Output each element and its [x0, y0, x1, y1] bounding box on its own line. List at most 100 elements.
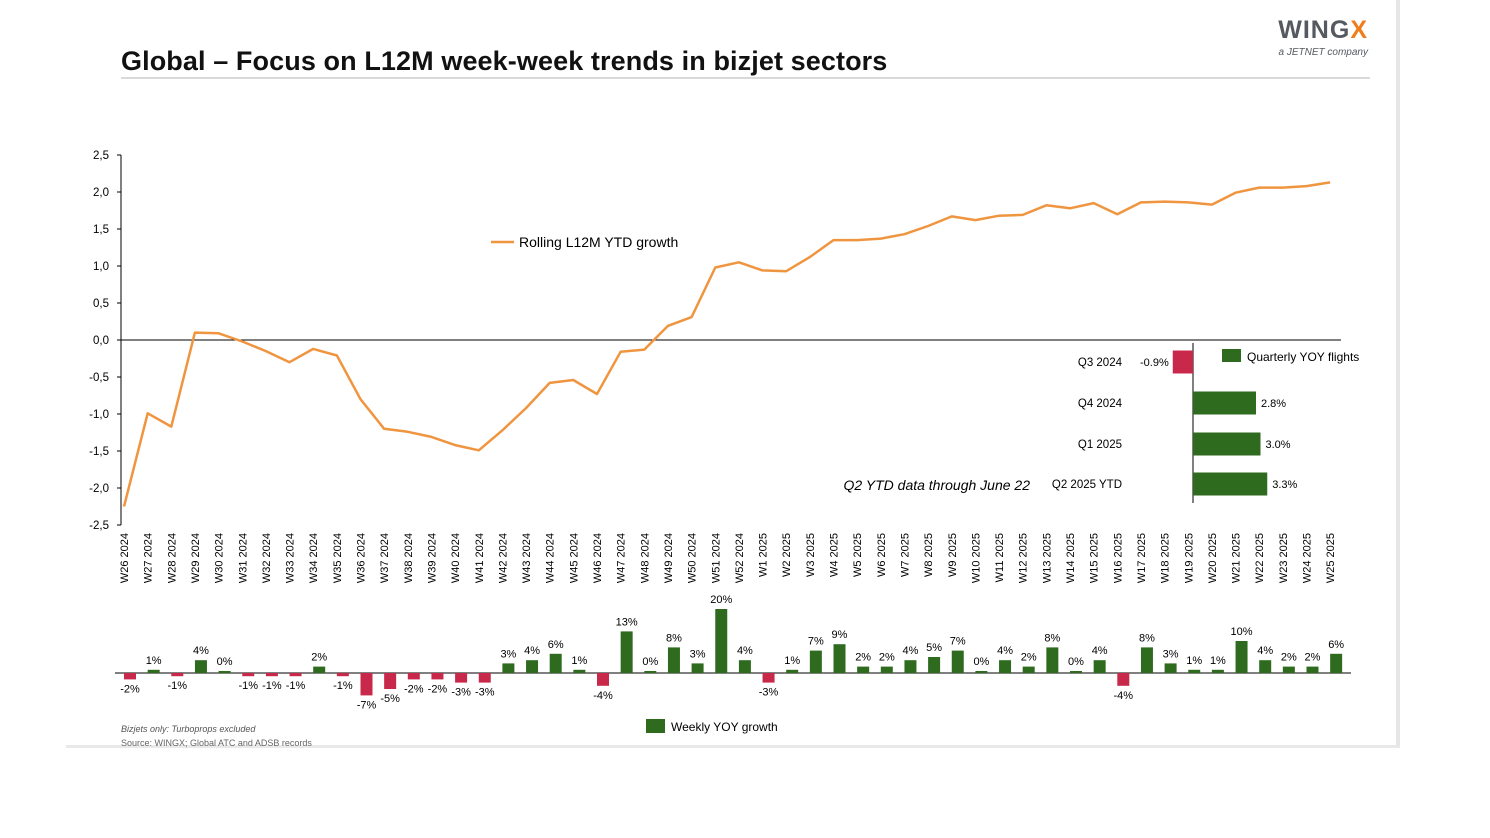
- weekly-bar-label: 13%: [616, 616, 638, 628]
- x-tick-label: W25 2025: [1325, 533, 1337, 583]
- weekly-bar: [691, 663, 704, 673]
- weekly-bar: [644, 671, 657, 673]
- y-tick-label: -2,0: [89, 483, 109, 495]
- weekly-bar: [124, 673, 136, 680]
- quarterly-category-label: Q4 2024: [1078, 398, 1123, 410]
- weekly-bar-label: -7%: [357, 699, 377, 711]
- x-tick-label: W7 2025: [899, 533, 911, 577]
- weekly-bar: [384, 673, 397, 689]
- x-tick-label: W2 2025: [781, 533, 793, 577]
- series-line-rolling-growth: [122, 181, 1331, 507]
- weekly-bar: [171, 673, 184, 677]
- weekly-bar-label: 2%: [1281, 652, 1297, 664]
- weekly-bar: [1188, 669, 1201, 673]
- x-tick-label: W26 2024: [119, 533, 131, 583]
- y-tick-label: 1,0: [93, 261, 109, 273]
- weekly-bar-label: 0%: [217, 656, 233, 668]
- quarterly-category-label: Q1 2025: [1078, 439, 1122, 451]
- weekly-bar-label: 1%: [1186, 655, 1202, 667]
- weekly-bar-label: -3%: [475, 687, 495, 699]
- legend-label-quarterly: Quarterly YOY flights: [1247, 350, 1359, 364]
- y-tick-label: 1,5: [93, 224, 109, 236]
- x-tick-label: W19 2025: [1183, 533, 1195, 583]
- x-tick-label: W13 2025: [1041, 533, 1053, 583]
- quarterly-bar-label: 2.8%: [1261, 398, 1286, 410]
- weekly-bar: [1235, 641, 1248, 673]
- x-tick-label: W40 2024: [450, 533, 462, 583]
- weekly-bar-label: 8%: [1044, 632, 1060, 644]
- weekly-bar: [904, 660, 917, 673]
- weekly-bar: [999, 660, 1012, 673]
- x-tick-label: W21 2025: [1231, 533, 1243, 583]
- x-tick-label: W43 2024: [521, 533, 533, 583]
- y-tick-label: -0,5: [89, 372, 109, 384]
- weekly-bar-label: 5%: [926, 642, 942, 654]
- weekly-bar-label: 3%: [690, 648, 706, 660]
- weekly-bar-label: 6%: [548, 639, 564, 651]
- legend-label-weekly: Weekly YOY growth: [671, 720, 778, 734]
- x-tick-label: W4 2025: [829, 533, 841, 577]
- y-tick-label: 2,0: [93, 187, 109, 199]
- weekly-bar-label: 9%: [832, 629, 848, 641]
- weekly-bar-label: 0%: [973, 656, 989, 668]
- weekly-bar: [1282, 666, 1295, 673]
- x-tick-label: W6 2025: [876, 533, 888, 577]
- x-tick-label: W16 2025: [1112, 533, 1124, 583]
- weekly-bar-label: 4%: [1092, 645, 1108, 657]
- x-tick-label: W3 2025: [805, 533, 817, 577]
- weekly-bar-label: 4%: [524, 645, 540, 657]
- weekly-bar: [478, 673, 491, 683]
- weekly-bar-label: 2%: [855, 652, 871, 664]
- weekly-bar: [738, 660, 751, 673]
- x-tick-label: W46 2024: [592, 533, 604, 583]
- x-tick-label: W29 2024: [190, 533, 202, 583]
- x-tick-label: W37 2024: [379, 533, 391, 583]
- x-tick-label: W51 2024: [710, 533, 722, 583]
- x-tick-label: W11 2025: [994, 533, 1006, 582]
- weekly-bar-label: 0%: [1068, 656, 1084, 668]
- slide-edge-bottom: [66, 745, 1400, 748]
- weekly-bar: [833, 644, 846, 673]
- x-tick-label: W1 2025: [758, 533, 770, 577]
- weekly-bar-label: 7%: [808, 636, 824, 648]
- weekly-bar-label: 2%: [311, 652, 327, 664]
- weekly-bar: [242, 673, 255, 677]
- weekly-bar: [1093, 660, 1106, 673]
- x-tick-label: W38 2024: [403, 533, 415, 583]
- y-tick-label: -2,5: [89, 520, 109, 532]
- weekly-bar: [1022, 666, 1035, 673]
- weekly-bar: [1306, 666, 1319, 673]
- weekly-bar-label: -2%: [428, 683, 448, 695]
- weekly-bar: [1046, 647, 1059, 673]
- weekly-bar-label: 1%: [571, 655, 587, 667]
- y-tick-label: 0,0: [93, 335, 109, 347]
- x-tick-label: W48 2024: [639, 533, 651, 583]
- x-tick-label: W27 2024: [143, 533, 155, 583]
- quarterly-category-label: Q3 2024: [1078, 357, 1123, 369]
- x-tick-label: W47 2024: [616, 533, 628, 583]
- weekly-bar-label: 3%: [500, 648, 516, 660]
- x-tick-label: W50 2024: [687, 533, 699, 583]
- x-tick-label: W33 2024: [285, 533, 297, 583]
- weekly-bar: [336, 673, 349, 677]
- weekly-bar: [809, 650, 822, 673]
- weekly-bar: [265, 673, 278, 677]
- y-tick-label: 0,5: [93, 298, 109, 310]
- y-tick-label: 2,5: [93, 150, 109, 162]
- weekly-bar: [502, 663, 515, 673]
- weekly-bar: [147, 669, 160, 673]
- weekly-bar: [1164, 663, 1177, 673]
- weekly-bar: [360, 673, 373, 696]
- weekly-bar: [762, 673, 775, 683]
- logo-word-x: X: [1350, 16, 1368, 44]
- weekly-bar: [431, 673, 444, 680]
- y-tick-label: -1,5: [89, 446, 109, 458]
- x-tick-label: W12 2025: [1018, 533, 1030, 583]
- weekly-bar: [549, 653, 562, 673]
- quarterly-category-label: Q2 2025 YTD: [1052, 479, 1122, 491]
- weekly-bar-label: 1%: [1210, 655, 1226, 667]
- x-tick-label: W9 2025: [947, 533, 959, 577]
- quarterly-bar-label: 3.0%: [1266, 439, 1291, 451]
- x-tick-label: W15 2025: [1089, 533, 1101, 583]
- weekly-bar: [573, 669, 586, 673]
